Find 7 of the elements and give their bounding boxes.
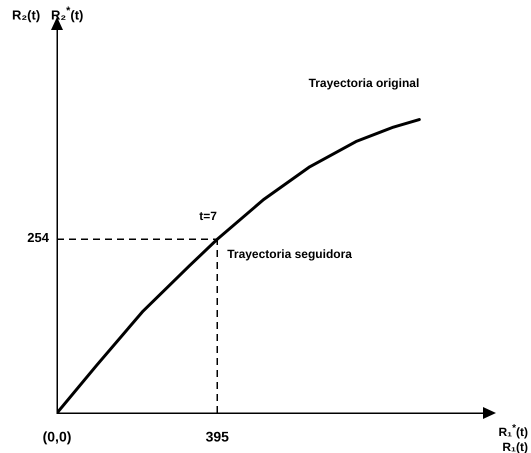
text: 254 [27, 230, 49, 246]
x-tick-label: (0,0) [42, 428, 72, 444]
annotation: t=7 [199, 209, 217, 224]
x-tick-label: 395 [206, 428, 230, 444]
annotation: Trayectoria seguidora [227, 247, 352, 262]
text: Trayectoria original [308, 76, 420, 90]
text: R₂(t) R₂$^{*}$(t) [12, 4, 84, 22]
